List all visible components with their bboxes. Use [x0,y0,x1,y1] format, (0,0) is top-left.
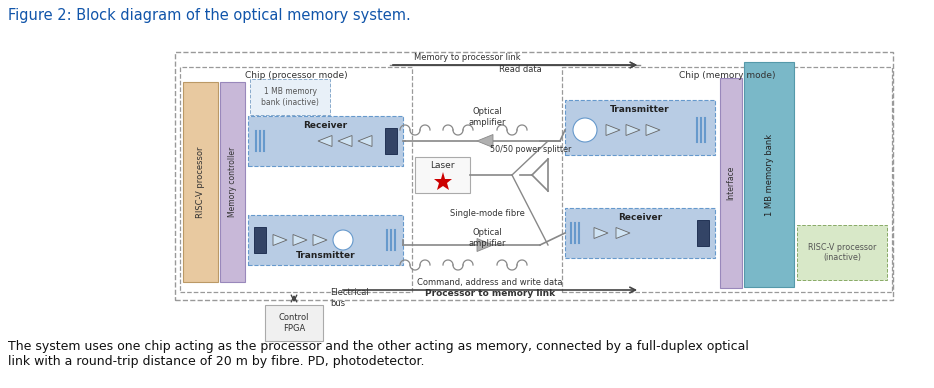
Bar [720,78,742,288]
Bar [254,227,266,253]
Text: Chip (memory mode): Chip (memory mode) [679,71,775,80]
Text: Optical
amplifier: Optical amplifier [468,107,505,127]
Text: Processor to memory link: Processor to memory link [425,289,555,298]
Text: 1 MB memory bank: 1 MB memory bank [765,133,773,216]
Polygon shape [616,227,630,239]
Text: Memory controller: Memory controller [228,147,237,217]
Bar [248,116,403,166]
Bar [385,128,397,154]
Text: Electrical
bus: Electrical bus [330,288,369,308]
Circle shape [333,230,353,250]
Bar [415,157,470,193]
Text: Control
FPGA: Control FPGA [278,313,309,333]
Text: Receiver: Receiver [618,213,662,222]
Text: Single-mode fibre: Single-mode fibre [449,208,524,218]
Bar [697,220,709,246]
Bar [797,225,887,280]
Text: Chip (processor mode): Chip (processor mode) [245,71,347,80]
Polygon shape [646,125,660,135]
Text: Command, address and write data: Command, address and write data [417,279,563,288]
Text: Read data: Read data [499,66,542,74]
Bar [220,82,245,282]
Text: RISC-V processor: RISC-V processor [196,146,205,218]
Text: Optical
amplifier: Optical amplifier [468,228,505,248]
Bar [565,208,715,258]
Circle shape [573,118,597,142]
Text: Interface: Interface [727,166,735,200]
Polygon shape [318,135,332,147]
Polygon shape [477,239,493,251]
Text: Figure 2: Block diagram of the optical memory system.: Figure 2: Block diagram of the optical m… [8,8,411,23]
Polygon shape [358,135,372,147]
Text: Receiver: Receiver [304,121,347,130]
Bar [744,62,794,287]
Polygon shape [273,234,287,246]
Text: Transmitter: Transmitter [296,251,355,260]
Polygon shape [477,135,493,147]
Text: Laser: Laser [431,161,455,170]
Bar [562,67,892,292]
Text: The system uses one chip acting as the processor and the other acting as memory,: The system uses one chip acting as the p… [8,340,749,368]
Polygon shape [606,125,620,135]
Bar [250,79,330,115]
Bar [183,82,218,282]
Bar [248,215,403,265]
Text: Memory to processor link: Memory to processor link [414,52,520,62]
Text: 50/50 power splitter: 50/50 power splitter [490,146,572,154]
Polygon shape [594,227,608,239]
Text: Transmitter: Transmitter [610,104,670,114]
Bar [265,305,323,341]
Bar [565,100,715,155]
Polygon shape [626,125,640,135]
Polygon shape [313,234,327,246]
Text: 1 MB memory
bank (inactive): 1 MB memory bank (inactive) [262,87,318,107]
Text: RISC-V processor
(inactive): RISC-V processor (inactive) [808,243,876,262]
Bar [175,52,893,300]
Polygon shape [338,135,352,147]
Polygon shape [293,234,307,246]
Bar [180,67,412,292]
